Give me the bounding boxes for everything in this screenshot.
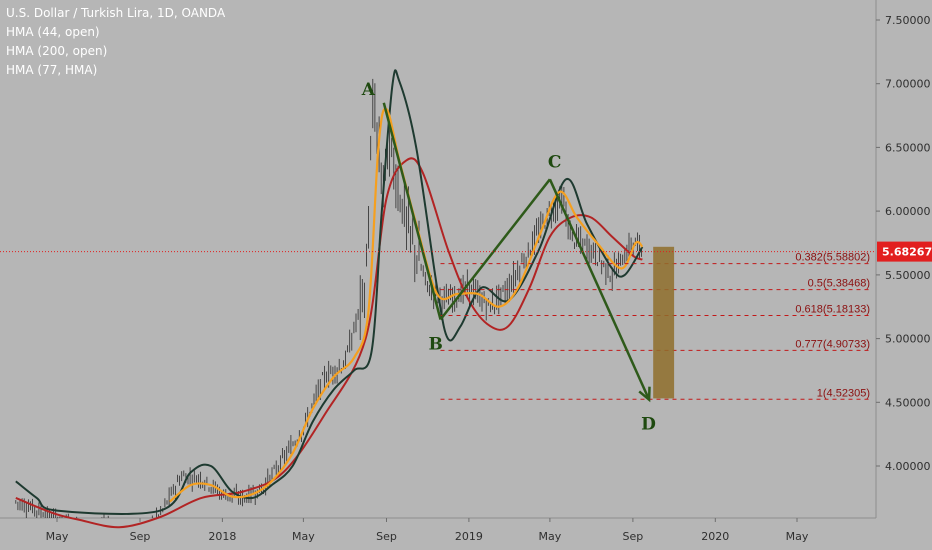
legend-symbol[interactable]: U.S. Dollar / Turkish Lira, 1D, OANDA	[6, 6, 226, 20]
abcd-leg[interactable]	[382, 102, 442, 320]
last-price: 5.68267	[0, 241, 932, 262]
x-tick-label: 2020	[701, 530, 729, 543]
x-tick-label: May	[46, 530, 69, 543]
abcd-arrowhead	[638, 386, 651, 403]
abcd-label-b: B	[429, 335, 443, 355]
fib-levels: 0.382(5.58802) 0.5(5.38468) 0.618(5.18133)…	[440, 246, 872, 400]
abcd-leg[interactable]	[439, 178, 551, 321]
y-tick-label: 4.50000	[885, 396, 931, 409]
abcd-leg[interactable]	[548, 178, 651, 401]
time-axis: May Sep 2018 May Sep 2019 May Sep 2020 May	[46, 518, 809, 543]
y-tick-label: 6.50000	[885, 141, 931, 154]
x-tick-label: Sep	[623, 530, 644, 543]
x-tick-label: May	[292, 530, 315, 543]
target-zone-box[interactable]	[653, 246, 675, 399]
y-tick-label: 6.00000	[885, 205, 931, 218]
abcd-label-a: A	[361, 80, 376, 100]
abcd-label-c: C	[548, 152, 562, 172]
x-tick-label: May	[786, 530, 809, 543]
x-tick-label: Sep	[376, 530, 397, 543]
candles	[15, 78, 642, 518]
series-hma200	[15, 157, 643, 529]
x-tick-label: 2018	[208, 530, 236, 543]
abcd-label-d: D	[641, 415, 656, 435]
fib-label: 1(4.52305)	[817, 387, 870, 399]
y-tick-label: 7.50000	[885, 14, 931, 27]
x-tick-label: Sep	[130, 530, 151, 543]
fib-label: 0.382(5.58802)	[795, 252, 870, 264]
legend-hma200[interactable]: HMA (200, open)	[6, 44, 108, 58]
fib-label: 0.777(4.90733)	[795, 338, 870, 350]
y-tick-label: 4.00000	[885, 460, 931, 473]
y-tick-label: 5.00000	[885, 333, 931, 346]
price-axis: 7.50000 7.00000 6.50000 6.00000 5.50000 5.000…	[876, 14, 931, 473]
y-tick-label: 5.50000	[885, 269, 931, 282]
series-hma77	[15, 69, 644, 515]
last-price-badge[interactable]	[877, 241, 932, 262]
last-price-label: 5.68267	[882, 246, 932, 259]
fib-label: 0.5(5.38468)	[808, 278, 870, 290]
chart-legend: U.S. Dollar / Turkish Lira, 1D, OANDA HM…	[6, 4, 225, 80]
legend-hma44[interactable]: HMA (44, open)	[6, 25, 100, 39]
legend-hma77[interactable]: HMA (77, HMA)	[6, 63, 98, 77]
abcd-pattern: A B C D	[361, 80, 656, 435]
x-tick-label: May	[539, 530, 562, 543]
x-tick-label: 2019	[455, 530, 483, 543]
y-tick-label: 7.00000	[885, 78, 931, 91]
fib-label: 0.618(5.18133)	[795, 304, 870, 316]
